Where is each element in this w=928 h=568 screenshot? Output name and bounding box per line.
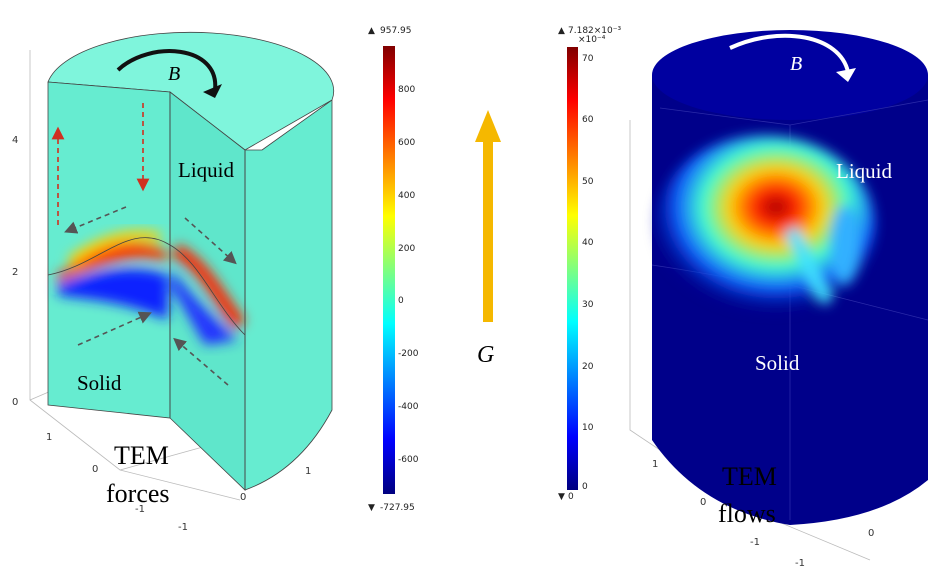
colorbar-tick: 40 — [582, 238, 594, 248]
colorbar-tick: 50 — [582, 177, 594, 187]
axis-tick: 4 — [12, 135, 18, 146]
svg-text:▼: ▼ — [558, 492, 565, 502]
axis-tick: -1 — [178, 522, 188, 533]
liquid-label: Liquid — [178, 158, 234, 182]
b-arrowhead — [836, 68, 856, 82]
colorbar-tick: 600 — [398, 138, 415, 148]
force-arrows — [51, 103, 237, 386]
axis-tick: 0 — [700, 497, 706, 508]
colorbar-max: 957.95 — [380, 26, 412, 36]
svg-text:▲: ▲ — [558, 26, 565, 36]
colorbar-tick: 10 — [582, 423, 594, 433]
axis-tick: 1 — [46, 432, 52, 443]
svg-text:▼: ▼ — [368, 503, 375, 513]
axis-tick: 0 — [868, 528, 874, 539]
b-arrow — [729, 33, 850, 73]
axis-tick: -1 — [750, 537, 760, 548]
solid-label: Solid — [77, 371, 122, 395]
field-label: B — [790, 53, 802, 75]
b-arrow — [116, 49, 218, 91]
colorbar-tick: 60 — [582, 115, 594, 125]
axis-tick: -1 — [135, 504, 145, 515]
colorbar-tick: 400 — [398, 191, 415, 201]
caption: forces — [106, 479, 170, 508]
colorbar-min: -727.95 — [380, 503, 415, 513]
colorbar-tick: 0 — [582, 482, 588, 492]
left-cylinder — [47, 31, 335, 491]
right-colorbar: ▲ 7.182×10⁻³ ×10⁻⁴ 70 60 50 40 30 20 10 0… — [558, 26, 622, 502]
colorbar-scale: ×10⁻⁴ — [578, 35, 606, 45]
axis-tick: 2 — [12, 267, 18, 278]
axis-tick: 0 — [92, 464, 98, 475]
b-arrowhead — [203, 84, 222, 98]
colorbar-tick: 800 — [398, 85, 415, 95]
colorbar-max: 7.182×10⁻³ — [568, 26, 622, 36]
colorbar-tick: 20 — [582, 362, 594, 372]
axis-tick: -1 — [795, 558, 805, 568]
svg-text:▲: ▲ — [368, 26, 375, 36]
colorbar-tick: 0 — [398, 296, 404, 306]
caption: TEM — [114, 441, 169, 470]
colorbar-tick: 30 — [582, 300, 594, 310]
colorbar-tick: 70 — [582, 54, 594, 64]
liquid-label: Liquid — [836, 159, 892, 183]
colorbar-tick: -600 — [398, 455, 419, 465]
gravity-label: G — [477, 342, 494, 368]
field-label: B — [168, 63, 180, 85]
colorbar-tick: 200 — [398, 244, 415, 254]
gravity-arrow: G — [475, 110, 501, 368]
axis-tick: 0 — [12, 397, 18, 408]
left-colorbar: ▲ 957.95 800 600 400 200 0 -200 -400 -600… — [368, 26, 419, 513]
right-cylinder — [651, 30, 928, 525]
colorbar-tick: -400 — [398, 402, 419, 412]
colorbar-tick: -200 — [398, 349, 419, 359]
colorbar-min: 0 — [568, 492, 574, 502]
axis-tick: 1 — [305, 466, 311, 477]
caption: TEM — [722, 462, 777, 491]
axis-tick: 1 — [652, 459, 658, 470]
caption: flows — [718, 499, 776, 528]
solid-label: Solid — [755, 351, 800, 375]
axis-tick: 0 — [240, 492, 246, 503]
